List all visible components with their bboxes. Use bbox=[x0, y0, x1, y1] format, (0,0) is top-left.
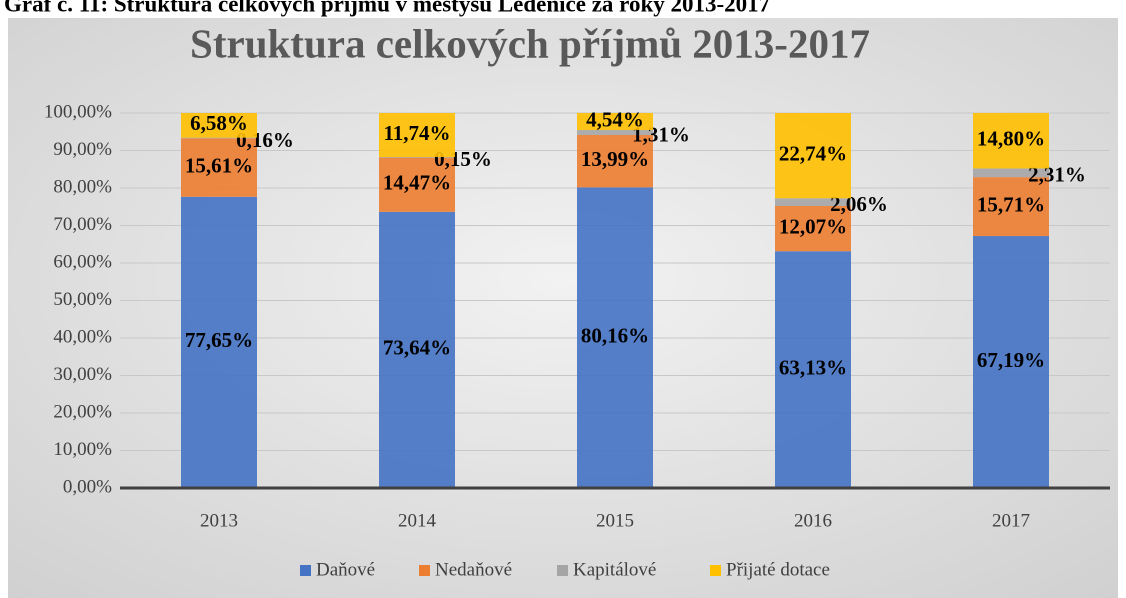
chart-background bbox=[8, 18, 1118, 598]
legend-label: Nedaňové bbox=[435, 559, 512, 580]
legend-swatch bbox=[557, 565, 568, 576]
data-label: 4,54% bbox=[586, 107, 644, 131]
data-label: 63,13% bbox=[779, 355, 847, 379]
bar-segment bbox=[379, 211, 455, 488]
chart-title: Struktura celkových příjmů 2013-2017 bbox=[190, 20, 870, 66]
y-tick-label: 20,00% bbox=[53, 401, 112, 422]
bar-segment bbox=[577, 187, 653, 488]
data-label: 6,58% bbox=[190, 111, 248, 135]
bar-segment bbox=[181, 196, 257, 488]
x-tick-label: 2013 bbox=[200, 510, 238, 531]
y-tick-label: 90,00% bbox=[53, 139, 112, 160]
data-label: 15,61% bbox=[185, 153, 253, 177]
legend-label: Přijaté dotace bbox=[726, 559, 830, 580]
bar-segment bbox=[379, 157, 455, 158]
data-label: 14,47% bbox=[383, 171, 451, 195]
y-tick-label: 80,00% bbox=[53, 176, 112, 197]
bar-segment bbox=[973, 112, 1049, 169]
y-tick-label: 60,00% bbox=[53, 251, 112, 272]
bar-segment bbox=[379, 113, 455, 158]
legend-label: Kapitálové bbox=[573, 559, 656, 580]
y-tick-label: 70,00% bbox=[53, 214, 112, 235]
bar-segment bbox=[181, 113, 257, 138]
data-label: 73,64% bbox=[383, 336, 451, 360]
data-label: 12,07% bbox=[779, 214, 847, 238]
bar-segment bbox=[973, 236, 1049, 488]
data-label: 77,65% bbox=[185, 328, 253, 352]
data-label: 14,80% bbox=[977, 127, 1045, 151]
y-tick-label: 100,00% bbox=[44, 101, 112, 122]
bar-segment bbox=[577, 130, 653, 135]
y-tick-label: 10,00% bbox=[53, 439, 112, 460]
data-label: 67,19% bbox=[977, 348, 1045, 372]
data-label: 15,71% bbox=[977, 192, 1045, 216]
bar-segment bbox=[181, 137, 257, 139]
legend-swatch bbox=[710, 565, 721, 576]
y-tick-label: 40,00% bbox=[53, 326, 112, 347]
bar-segment bbox=[973, 177, 1049, 237]
data-label: 13,99% bbox=[581, 147, 649, 171]
legend-swatch bbox=[300, 565, 311, 576]
y-tick-label: 0,00% bbox=[63, 476, 112, 497]
data-label: 22,74% bbox=[779, 141, 847, 165]
bar-segment bbox=[775, 198, 851, 206]
bar-segment bbox=[379, 157, 455, 212]
legend-swatch bbox=[419, 565, 430, 576]
bar-segment bbox=[973, 168, 1049, 178]
x-tick-label: 2017 bbox=[992, 510, 1030, 531]
x-tick-label: 2015 bbox=[596, 510, 634, 531]
bar-segment bbox=[775, 206, 851, 252]
bar-segment bbox=[577, 134, 653, 188]
legend-label: Daňové bbox=[316, 559, 375, 580]
x-tick-label: 2016 bbox=[794, 510, 832, 531]
y-tick-label: 50,00% bbox=[53, 289, 112, 310]
data-label: 11,74% bbox=[383, 121, 450, 145]
bar-segment bbox=[181, 138, 257, 197]
y-tick-label: 30,00% bbox=[53, 364, 112, 385]
caption: Graf č. 11: Struktura celkových příjmů v… bbox=[4, 0, 770, 16]
bar-segment bbox=[775, 251, 851, 488]
bar-segment bbox=[577, 113, 653, 131]
data-label: 80,16% bbox=[581, 324, 649, 348]
x-tick-label: 2014 bbox=[398, 510, 437, 531]
bar-segment bbox=[775, 113, 851, 199]
